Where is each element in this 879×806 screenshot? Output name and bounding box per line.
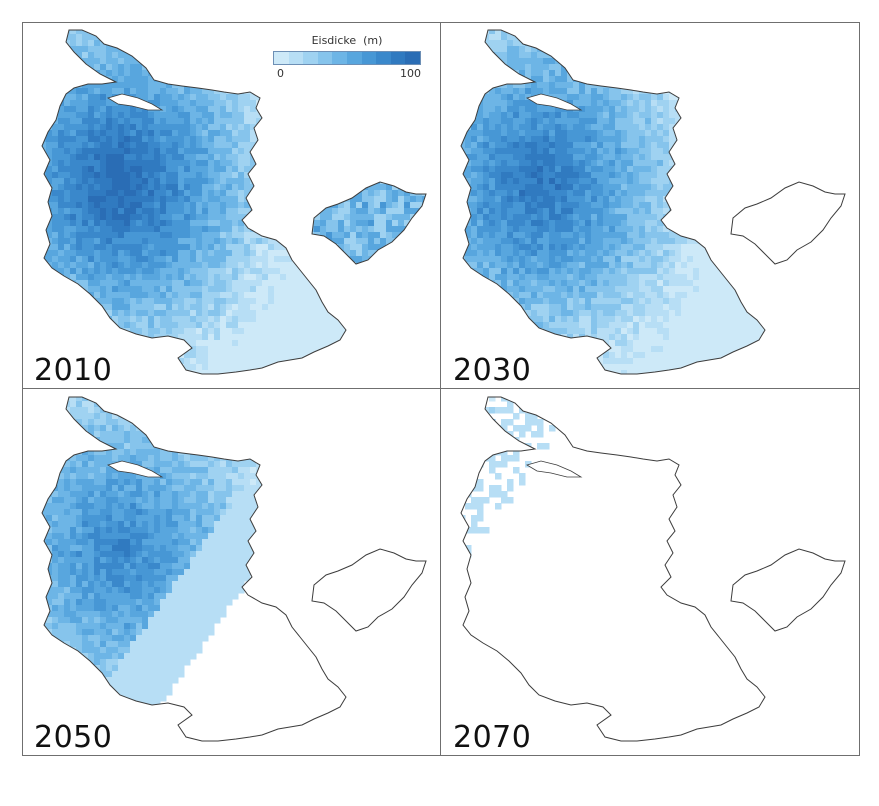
- legend-color-step-2: [303, 52, 318, 64]
- island-outline: [311, 548, 427, 632]
- legend-title: Eisdicke (m): [311, 34, 383, 47]
- map-panel-2070: 2070: [441, 389, 859, 755]
- inner-lake: [526, 460, 583, 478]
- ice-thickness-legend: Eisdicke (m) 0 100: [273, 34, 421, 84]
- legend-color-step-3: [317, 52, 333, 64]
- frame-horizontal-divider: [22, 388, 860, 389]
- frame-right: [859, 22, 860, 756]
- ice-area-main: [42, 397, 346, 741]
- frame-vertical-divider: [440, 22, 441, 756]
- legend-color-step-7: [376, 52, 391, 64]
- frame-bottom: [22, 755, 860, 756]
- year-label-2030: 2030: [453, 353, 532, 388]
- island-outline: [730, 548, 846, 632]
- year-label-2050: 2050: [34, 720, 113, 755]
- inner-lake: [107, 93, 164, 111]
- ice-area-main: [461, 30, 765, 374]
- inner-lake: [526, 93, 583, 111]
- main-outline: [41, 396, 347, 742]
- map-panel-2050: 2050: [22, 389, 440, 755]
- island-outline: [730, 181, 846, 265]
- legend-min-label: 0: [277, 67, 284, 80]
- main-outline: [460, 29, 766, 375]
- year-label-2070: 2070: [453, 720, 532, 755]
- frame-left: [22, 22, 23, 756]
- legend-color-step-8: [390, 52, 406, 64]
- main-outline: [460, 396, 766, 742]
- map-2010-svg: [41, 29, 427, 375]
- map-panel-2030: 2030: [441, 22, 859, 388]
- map-panel-2010: 2010 Eisdicke (m) 0 100: [22, 22, 440, 388]
- legend-max-label: 100: [400, 67, 421, 80]
- legend-color-step-9: [405, 52, 420, 64]
- ice-thickness-figure: 2010 Eisdicke (m) 0 100 2030 2050 2070: [22, 22, 860, 756]
- legend-color-step-5: [346, 52, 362, 64]
- legend-color-step-4: [332, 52, 347, 64]
- map-2050-svg: [41, 396, 427, 742]
- legend-color-step-0: [274, 52, 289, 64]
- legend-color-bar: [273, 51, 421, 65]
- map-2030-svg: [460, 29, 846, 375]
- frame-top: [22, 22, 860, 23]
- ice-area-main: [461, 397, 574, 570]
- inner-lake: [107, 460, 164, 478]
- year-label-2010: 2010: [34, 353, 113, 388]
- map-2070-svg: [460, 396, 846, 742]
- island-outline: [311, 181, 427, 265]
- legend-color-step-6: [361, 52, 377, 64]
- legend-color-step-1: [288, 52, 304, 64]
- main-outline: [41, 29, 347, 375]
